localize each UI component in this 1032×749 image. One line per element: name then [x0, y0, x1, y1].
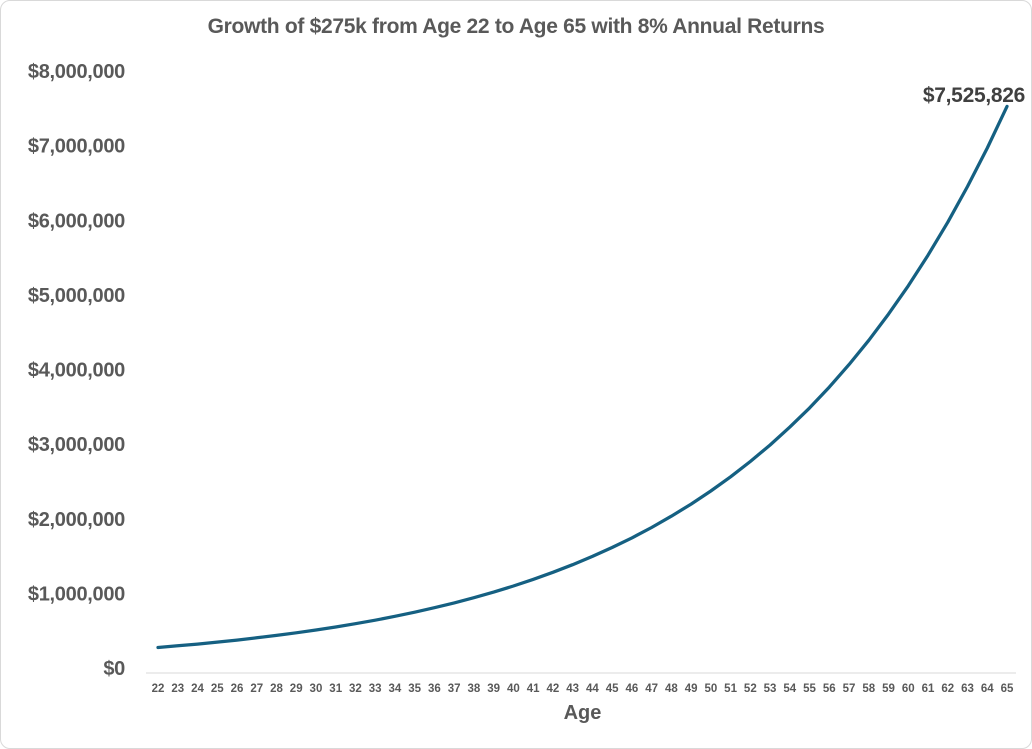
x-axis-tick-label: 61: [922, 683, 935, 695]
x-axis-tick-label: 34: [389, 683, 402, 695]
x-axis-tick-label: 36: [428, 683, 441, 695]
x-axis-tick-label: 39: [487, 683, 500, 695]
x-axis-tick-label: 27: [250, 683, 263, 695]
x-axis-tick-label: 46: [625, 683, 638, 695]
x-axis-tick-label: 32: [349, 683, 362, 695]
x-axis-tick-label: 57: [843, 683, 856, 695]
x-axis-tick-label: 37: [448, 683, 461, 695]
x-axis-tick-label: 35: [408, 683, 421, 695]
chart-title: Growth of $275k from Age 22 to Age 65 wi…: [207, 15, 825, 38]
x-axis-tick-label: 29: [290, 683, 303, 695]
x-axis-tick-label: 26: [231, 683, 244, 695]
x-axis-tick-label: 49: [685, 683, 698, 695]
x-axis-tick-label: 31: [329, 683, 342, 695]
y-axis-tick-label: $2,000,000: [28, 509, 125, 531]
y-axis-tick-label: $3,000,000: [28, 434, 125, 456]
x-axis-tick-label: 22: [152, 683, 165, 695]
x-axis-tick-label: 30: [310, 683, 323, 695]
x-axis-tick-label: 23: [171, 683, 184, 695]
x-axis-title: Age: [563, 702, 602, 724]
y-axis-tick-label: $5,000,000: [28, 285, 125, 307]
x-axis-tick-label: 58: [862, 683, 875, 695]
x-axis-tick-label: 65: [1001, 683, 1014, 695]
x-axis-tick-label: 64: [981, 683, 994, 695]
x-axis-tick-label: 47: [645, 683, 658, 695]
x-axis-tick-label: 42: [546, 683, 559, 695]
x-axis-tick-label: 51: [724, 683, 737, 695]
x-axis-tick-label: 44: [586, 683, 599, 695]
x-axis-tick-label: 45: [606, 683, 619, 695]
x-axis-tick-label: 54: [783, 683, 796, 695]
x-axis-tick-label: 33: [369, 683, 382, 695]
y-axis-tick-label: $8,000,000: [28, 61, 125, 83]
y-axis-tick-label: $6,000,000: [28, 210, 125, 232]
x-axis-tick-label: 48: [665, 683, 678, 695]
x-axis-tick-label: 28: [270, 683, 283, 695]
x-axis-tick-label: 40: [507, 683, 520, 695]
end-value-data-label: $7,525,826: [922, 84, 1025, 107]
x-axis-tick-label: 62: [941, 683, 954, 695]
y-axis-tick-label: $1,000,000: [28, 583, 125, 605]
x-axis-tick-label: 63: [961, 683, 974, 695]
x-axis-tick-label: 50: [704, 683, 717, 695]
x-axis-tick-label: 60: [902, 683, 915, 695]
x-axis-tick-label: 24: [191, 683, 204, 695]
x-axis-tick-label: 55: [803, 683, 816, 695]
x-axis-tick-label: 59: [882, 683, 895, 695]
x-axis-tick-label: 41: [527, 683, 540, 695]
x-axis-tick-label: 43: [566, 683, 579, 695]
x-axis-tick-label: 38: [468, 683, 481, 695]
x-axis-tick-label: 53: [764, 683, 777, 695]
x-axis-tick-label: 56: [823, 683, 836, 695]
y-axis-tick-label: $4,000,000: [28, 360, 125, 382]
y-axis-tick-label: $0: [103, 658, 125, 680]
y-axis-tick-label: $7,000,000: [28, 136, 125, 158]
x-axis-tick-label: 25: [211, 683, 224, 695]
growth-series-line: [156, 104, 1009, 650]
x-axis-tick-label: 52: [744, 683, 757, 695]
